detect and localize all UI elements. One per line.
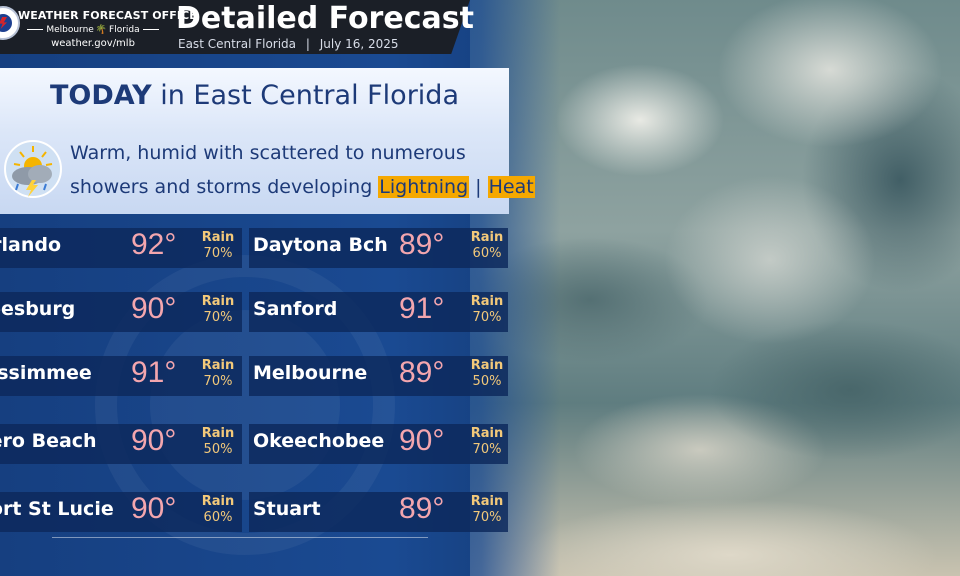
bottom-divider [52, 537, 428, 538]
today-heading-bold: TODAY [49, 80, 152, 111]
region-label: East Central Florida [178, 37, 297, 51]
rain-label: Rain [201, 294, 235, 309]
rain-chance: Rain 50% [196, 426, 240, 458]
high-temp: 89° [399, 356, 445, 389]
rain-chance: Rain 70% [196, 294, 240, 326]
today-heading-rest: in East Central Florida [151, 80, 459, 111]
subtitle: East Central Florida | July 16, 2025 [178, 37, 399, 51]
rain-label: Rain [470, 294, 504, 309]
rain-label: Rain [470, 426, 504, 441]
rain-percent: 70% [472, 310, 502, 325]
rain-chance: Rain 70% [465, 426, 509, 458]
high-temp: 90° [131, 492, 177, 525]
office-state: Florida [109, 25, 140, 35]
summary-line-2: showers and storms developing Lightning … [70, 170, 535, 204]
rain-percent: 60% [203, 510, 233, 525]
high-temp: 92° [131, 228, 177, 261]
hazard-heat-badge: Heat [487, 176, 535, 198]
header-bar [0, 0, 470, 54]
forecast-row-stuart: Stuart 89° Rain 70% [249, 492, 508, 532]
office-city: Melbourne [46, 25, 94, 35]
summary-line-1: Warm, humid with scattered to numerous [70, 142, 466, 164]
high-temp: 90° [399, 424, 445, 457]
hazard-separator: | [469, 176, 488, 198]
high-temp: 91° [399, 292, 445, 325]
office-location: Melbourne 🌴 Florida [18, 25, 168, 35]
high-temp: 90° [131, 292, 177, 325]
page-title: Detailed Forecast [176, 1, 474, 36]
city-name: Okeechobee [253, 430, 385, 452]
rain-label: Rain [470, 358, 504, 373]
rain-percent: 70% [203, 374, 233, 389]
high-temp: 89° [399, 228, 445, 261]
thunderstorm-sun-icon [4, 140, 62, 198]
hazard-lightning-badge: Lightning [378, 176, 470, 198]
rain-percent: 70% [472, 510, 502, 525]
rain-percent: 50% [203, 442, 233, 457]
city-name: Orlando [0, 234, 62, 256]
forecast-row-daytona-bch: Daytona Bch 89° Rain 60% [249, 228, 508, 268]
city-name: Sanford [253, 298, 338, 320]
forecast-date: July 16, 2025 [319, 37, 399, 51]
rain-chance: Rain 60% [465, 230, 509, 262]
city-name: Leesburg [0, 298, 76, 320]
rain-percent: 70% [203, 310, 233, 325]
city-name: Kissimmee [0, 362, 92, 384]
city-name: Melbourne [253, 362, 368, 384]
rain-percent: 70% [203, 246, 233, 261]
high-temp: 90° [131, 424, 177, 457]
high-temp: 91° [131, 356, 177, 389]
office-url: weather.gov/mlb [51, 38, 135, 49]
rain-label: Rain [201, 358, 235, 373]
rain-chance: Rain 70% [465, 494, 509, 526]
rain-chance: Rain 50% [465, 358, 509, 390]
today-heading: TODAY in East Central Florida [0, 80, 509, 111]
rain-label: Rain [470, 230, 504, 245]
forecast-row-okeechobee: Okeechobee 90° Rain 70% [249, 424, 508, 464]
rain-percent: 50% [472, 374, 502, 389]
palm-tree-icon: 🌴 [95, 25, 108, 35]
summary-line-2-text: showers and storms developing [70, 176, 379, 198]
city-name: Stuart [253, 498, 321, 520]
rain-percent: 60% [472, 246, 502, 261]
rain-label: Rain [201, 426, 235, 441]
rain-percent: 70% [472, 442, 502, 457]
city-name: Port St Lucie [0, 498, 114, 520]
rain-label: Rain [201, 230, 235, 245]
city-name: Vero Beach [0, 430, 97, 452]
rain-chance: Rain 70% [196, 358, 240, 390]
rain-chance: Rain 70% [196, 230, 240, 262]
forecast-row-melbourne: Melbourne 89° Rain 50% [249, 356, 508, 396]
office-title: WEATHER FORECAST OFFICE [18, 9, 197, 22]
subtitle-separator: | [305, 37, 310, 51]
rain-label: Rain [470, 494, 504, 509]
forecast-row-sanford: Sanford 91° Rain 70% [249, 292, 508, 332]
rain-label: Rain [201, 494, 235, 509]
city-name: Daytona Bch [253, 234, 388, 256]
nws-seal-watermark-center [150, 310, 340, 500]
high-temp: 89° [399, 492, 445, 525]
rain-chance: Rain 60% [196, 494, 240, 526]
today-summary: Warm, humid with scattered to numerous s… [70, 136, 535, 204]
rain-chance: Rain 70% [465, 294, 509, 326]
